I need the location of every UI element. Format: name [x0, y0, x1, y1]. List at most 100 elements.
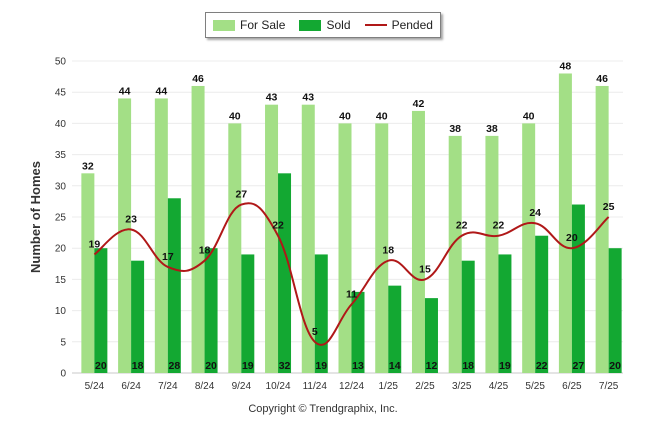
x-tick-label: 4/25 — [489, 381, 509, 392]
sold-value-label: 19 — [499, 360, 511, 372]
for-sale-bar — [411, 110, 425, 374]
y-tick-label: 0 — [60, 369, 66, 380]
y-tick-label: 40 — [55, 119, 67, 130]
for-sale-bar — [228, 123, 242, 374]
sold-value-label: 28 — [168, 360, 180, 372]
x-tick-label: 8/24 — [195, 381, 215, 392]
x-tick-label: 9/24 — [232, 381, 252, 392]
for-sale-bar — [301, 104, 315, 374]
legend-item-sold[interactable]: Sold — [299, 18, 351, 32]
x-tick-label: 2/25 — [415, 381, 435, 392]
pended-value-label: 22 — [493, 220, 505, 232]
legend-swatch-for-sale — [213, 19, 236, 31]
y-tick-label: 25 — [55, 213, 67, 224]
sold-bars — [94, 173, 622, 373]
for-sale-value-label: 40 — [229, 110, 241, 122]
for-sale-bar — [522, 123, 536, 374]
for-sale-bar — [338, 123, 352, 374]
sold-value-label: 27 — [573, 360, 585, 372]
sold-bar — [351, 291, 365, 373]
for-sale-bar — [448, 135, 462, 373]
for-sale-bar — [81, 173, 95, 373]
sold-bar — [131, 260, 145, 373]
sold-bar — [241, 254, 255, 373]
y-tick-label: 30 — [55, 181, 67, 192]
for-sale-bar — [265, 104, 279, 374]
sold-bar — [608, 248, 622, 373]
pended-value-label: 5 — [312, 326, 318, 338]
y-axis: 0 5 10 15 20 25 30 35 40 45 50 — [55, 57, 67, 380]
legend-item-for-sale[interactable]: For Sale — [213, 18, 285, 32]
x-tick-label: 6/24 — [121, 381, 141, 392]
for-sale-bar — [595, 85, 609, 374]
for-sale-value-label: 46 — [192, 73, 204, 85]
legend-label-sold: Sold — [326, 18, 351, 32]
pended-value-label: 25 — [603, 201, 615, 213]
for-sale-value-label: 38 — [449, 123, 461, 135]
sold-value-label: 20 — [205, 360, 217, 372]
legend: For Sale Sold Pended — [205, 12, 441, 38]
x-tick-label: 7/25 — [599, 381, 619, 392]
sold-value-label: 20 — [609, 360, 621, 372]
for-sale-value-label: 43 — [302, 92, 314, 104]
y-tick-label: 5 — [60, 337, 66, 348]
sold-bar — [424, 298, 438, 373]
for-sale-bar — [191, 85, 205, 374]
data-labels: 32 20 44 18 44 28 46 20 40 19 43 32 43 19 40 13 40 14 42 12… — [82, 60, 621, 372]
y-tick-label: 50 — [55, 57, 67, 68]
x-tick-label: 5/24 — [85, 381, 105, 392]
sold-bar — [204, 248, 218, 373]
pended-value-label: 22 — [456, 220, 468, 232]
y-tick-label: 45 — [55, 88, 67, 99]
sold-bar — [498, 254, 512, 373]
x-axis: 5/24 6/24 7/24 8/24 9/24 10/24 11/24 12/24 1/25 2… — [85, 381, 619, 392]
pended-value-label: 17 — [162, 251, 174, 263]
legend-swatch-sold — [299, 19, 322, 31]
for-sale-bar — [375, 123, 389, 374]
for-sale-value-label: 40 — [339, 110, 351, 122]
pended-line — [93, 202, 610, 346]
pended-value-label: 22 — [272, 220, 284, 232]
legend-label-pended: Pended — [391, 18, 433, 32]
legend-item-pended[interactable]: Pended — [364, 18, 433, 32]
for-sale-value-label: 40 — [376, 110, 388, 122]
sold-value-label: 32 — [279, 360, 291, 372]
sold-value-label: 19 — [242, 360, 254, 372]
copyright-text: Copyright © Trendgraphix, Inc. — [248, 403, 398, 415]
for-sale-bar — [154, 98, 168, 373]
for-sale-value-label: 32 — [82, 160, 94, 172]
sold-value-label: 19 — [315, 360, 327, 372]
sold-value-label: 18 — [462, 360, 474, 372]
legend-swatch-pended — [364, 24, 387, 26]
sold-value-label: 13 — [352, 360, 364, 372]
y-tick-label: 20 — [55, 244, 67, 255]
for-sale-value-label: 44 — [155, 85, 167, 97]
for-sale-bar — [558, 73, 572, 373]
x-tick-label: 7/24 — [158, 381, 178, 392]
sold-value-label: 18 — [132, 360, 144, 372]
sold-value-label: 14 — [389, 360, 401, 372]
pended-value-label: 24 — [529, 207, 541, 219]
sold-bar — [167, 198, 181, 373]
sold-value-label: 20 — [95, 360, 107, 372]
x-tick-label: 6/25 — [562, 381, 582, 392]
sold-bar — [278, 173, 292, 373]
for-sale-value-label: 44 — [119, 85, 131, 97]
for-sale-value-label: 40 — [523, 110, 535, 122]
sold-bar — [388, 285, 402, 373]
sold-bar — [94, 248, 108, 373]
for-sale-value-label: 38 — [486, 123, 498, 135]
y-tick-label: 35 — [55, 150, 67, 161]
x-tick-label: 3/25 — [452, 381, 472, 392]
pended-value-label: 20 — [566, 232, 578, 244]
sold-value-label: 12 — [426, 360, 438, 372]
pended-value-label: 19 — [89, 238, 101, 250]
sold-bar — [461, 260, 475, 373]
for-sale-value-label: 43 — [266, 92, 278, 104]
pended-value-label: 23 — [125, 213, 137, 225]
y-axis-label: Number of Homes — [28, 161, 43, 273]
sold-value-label: 22 — [536, 360, 548, 372]
pended-value-label: 18 — [382, 245, 394, 257]
pended-value-label: 27 — [235, 189, 247, 201]
